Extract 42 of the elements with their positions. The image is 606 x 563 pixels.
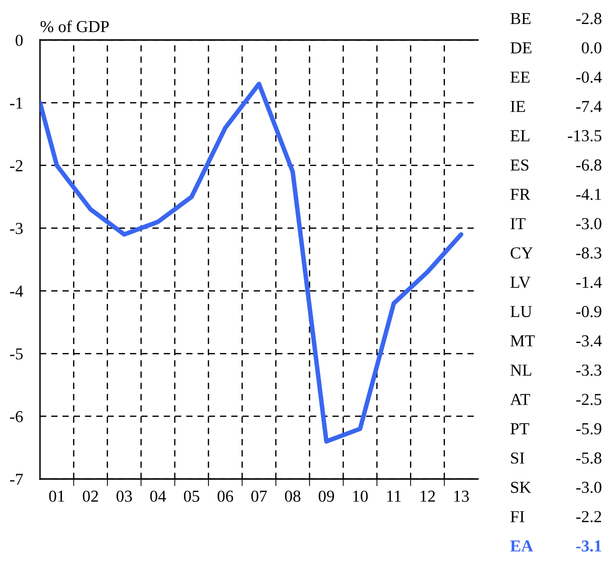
text: DE 0.0 (510, 42, 602, 54)
x-tick-label: 04 (150, 490, 166, 502)
text: NL -3.3 (510, 364, 602, 376)
x-tick-label: 06 (218, 490, 234, 502)
y-tick-label: -2 (10, 160, 22, 172)
x-tick-label: 09 (318, 490, 334, 502)
y-tick-label: -1 (10, 97, 22, 108)
text: PT -5.9 (510, 423, 602, 434)
text: EA -3.1 (510, 540, 602, 552)
text: BE -2.8 (510, 12, 602, 24)
x-tick-label: 12 (420, 490, 435, 502)
y-tick-label: -6 (10, 411, 23, 422)
x-tick-label: 05 (184, 490, 200, 502)
text: FI -2.2 (510, 511, 602, 522)
text: EL -13.5 (510, 130, 602, 142)
x-tick-label: 10 (353, 490, 368, 502)
text: SI -5.8 (511, 452, 602, 464)
x-tick-label: 01 (49, 490, 64, 502)
y-tick-label: 0 (16, 34, 23, 46)
y-tick-label: -3 (10, 222, 23, 234)
y-axis-title: % of GDP (40, 20, 109, 32)
text: LV -1.4 (510, 276, 602, 288)
text: SK -3.0 (511, 482, 602, 494)
text: MT -3.4 (510, 335, 602, 347)
text: IT -3.0 (510, 218, 602, 230)
y-tick-label: -5 (10, 348, 23, 360)
x-tick-label: 11 (387, 490, 401, 502)
x-tick-label: 07 (251, 490, 267, 502)
text: IE -7.4 (510, 100, 602, 112)
line-series (40, 82, 464, 444)
text: CY -8.3 (510, 247, 602, 259)
text: FR -4.1 (510, 188, 601, 200)
text: ES -6.8 (510, 159, 602, 171)
x-tick-label: 03 (116, 490, 132, 502)
x-tick-label: 08 (284, 490, 300, 502)
y-tick-label: -4 (10, 286, 24, 297)
text: AT -2.5 (510, 394, 602, 406)
x-tick-label: 13 (454, 490, 469, 502)
y-tick-label: -7 (10, 474, 23, 485)
x-tick-label: 02 (82, 490, 98, 502)
text: LU -0.9 (510, 306, 602, 318)
text: EE -0.4 (510, 72, 602, 83)
